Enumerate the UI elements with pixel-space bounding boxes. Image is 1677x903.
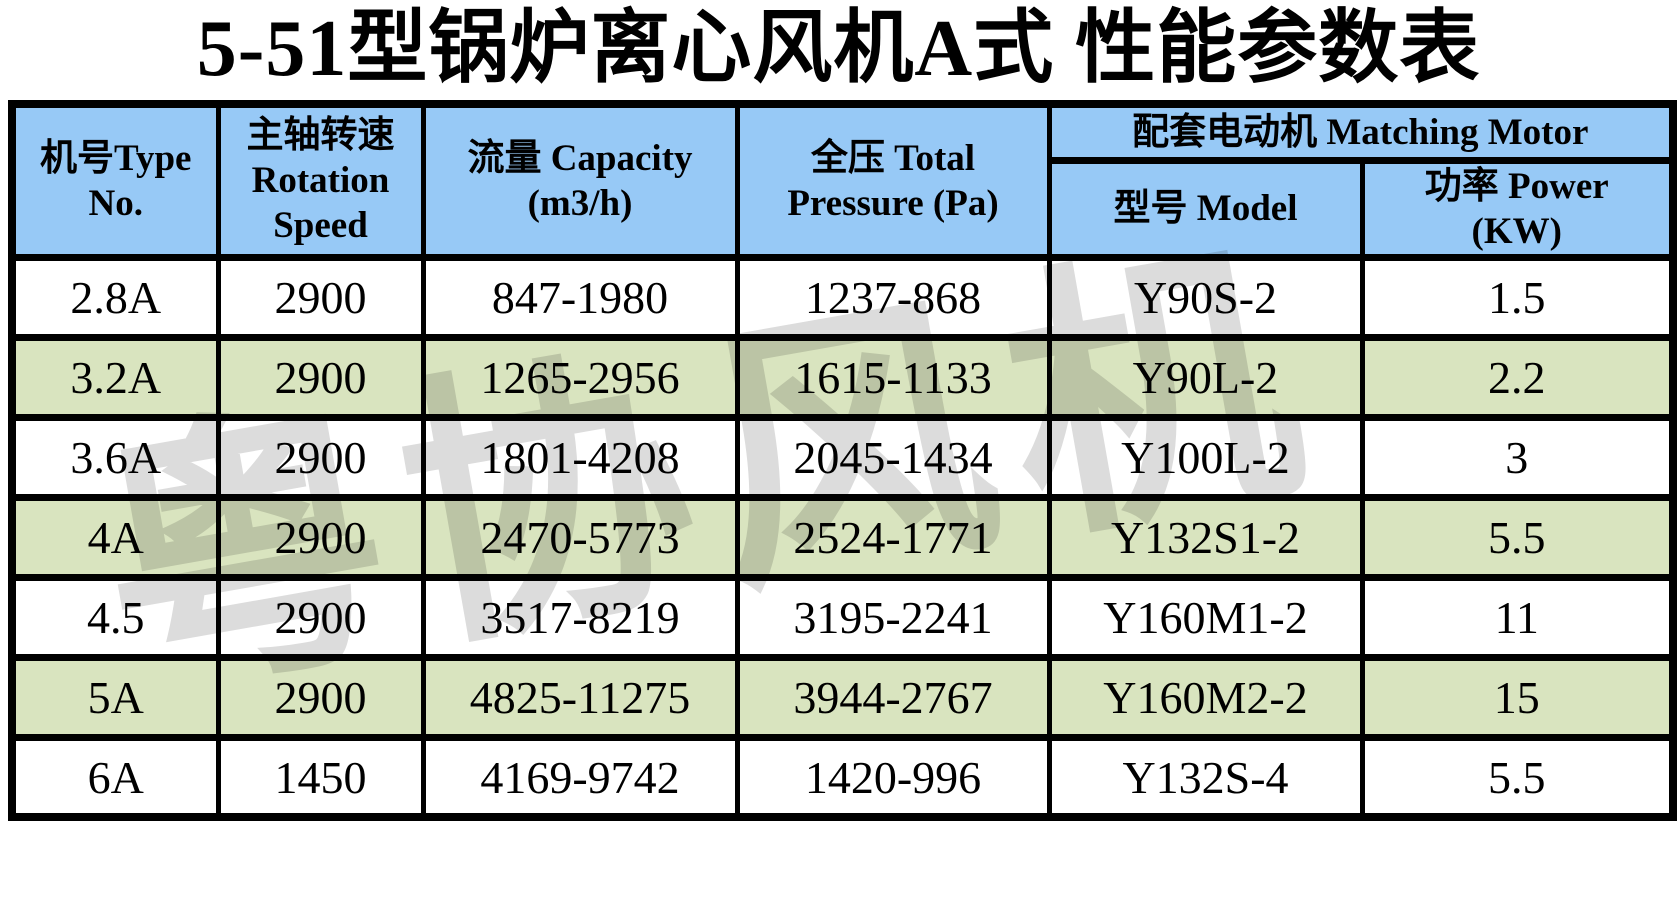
cell-rotation-speed: 2900 bbox=[215, 253, 426, 341]
header-pressure: 全压 Total Pressure (Pa) bbox=[734, 100, 1052, 261]
header-rotation-line3: Speed bbox=[273, 205, 368, 247]
cell-capacity: 3517-8219 bbox=[420, 573, 740, 661]
header-motor-group: 配套电动机 Matching Motor bbox=[1046, 100, 1676, 164]
cell-rotation-speed: 1450 bbox=[215, 733, 426, 821]
cell-model: Y132S-4 bbox=[1046, 733, 1365, 821]
cell-type-no: 2.8A bbox=[9, 253, 221, 341]
table-row: 5A 2900 4825-11275 3944-2767 Y160M2-2 15 bbox=[9, 653, 1676, 741]
header-capacity: 流量 Capacity (m3/h) bbox=[420, 100, 740, 261]
cell-type-no: 3.6A bbox=[9, 413, 221, 501]
cell-pressure: 3195-2241 bbox=[734, 573, 1052, 661]
table-body: 2.8A 2900 847-1980 1237-868 Y90S-2 1.5 3.2A 290… bbox=[9, 253, 1676, 821]
cell-power: 15 bbox=[1359, 653, 1676, 741]
header-rotation-speed: 主轴转速 Rotation Speed bbox=[215, 100, 426, 261]
cell-model: Y100L-2 bbox=[1046, 413, 1365, 501]
header-pressure-line1: 全压 Total bbox=[810, 137, 976, 179]
header-type-no-line2: No. bbox=[88, 182, 143, 224]
cell-rotation-speed: 2900 bbox=[215, 493, 426, 581]
cell-model: Y90S-2 bbox=[1046, 253, 1365, 341]
cell-power: 5.5 bbox=[1359, 493, 1676, 581]
cell-pressure: 1237-868 bbox=[734, 253, 1052, 341]
header-rotation-line1: 主轴转速 bbox=[246, 115, 395, 157]
cell-rotation-speed: 2900 bbox=[215, 333, 426, 421]
cell-capacity: 1265-2956 bbox=[420, 333, 740, 421]
cell-pressure: 3944-2767 bbox=[734, 653, 1052, 741]
cell-capacity: 2470-5773 bbox=[420, 493, 740, 581]
cell-model: Y160M2-2 bbox=[1046, 653, 1365, 741]
header-model: 型号 Model bbox=[1046, 156, 1365, 261]
header-power-line1: 功率 Power bbox=[1424, 165, 1609, 207]
cell-type-no: 4.5 bbox=[9, 573, 221, 661]
cell-rotation-speed: 2900 bbox=[215, 413, 426, 501]
cell-capacity: 4825-11275 bbox=[420, 653, 740, 741]
cell-capacity: 1801-4208 bbox=[420, 413, 740, 501]
cell-type-no: 3.2A bbox=[9, 333, 221, 421]
header-rotation-line2: Rotation bbox=[251, 160, 390, 202]
cell-capacity: 4169-9742 bbox=[420, 733, 740, 821]
cell-power: 1.5 bbox=[1359, 253, 1676, 341]
header-type-no: 机号Type No. bbox=[9, 100, 221, 261]
cell-pressure: 1420-996 bbox=[734, 733, 1052, 821]
cell-type-no: 4A bbox=[9, 493, 221, 581]
cell-model: Y90L-2 bbox=[1046, 333, 1365, 421]
cell-power: 3 bbox=[1359, 413, 1676, 501]
header-capacity-line2: (m3/h) bbox=[527, 182, 633, 224]
header-power-line2: (KW) bbox=[1471, 210, 1562, 252]
table-header: 机号Type No. 主轴转速 Rotation Speed 流量 Capaci… bbox=[9, 100, 1676, 261]
cell-capacity: 847-1980 bbox=[420, 253, 740, 341]
table-row: 3.6A 2900 1801-4208 2045-1434 Y100L-2 3 bbox=[9, 413, 1676, 501]
cell-model: Y132S1-2 bbox=[1046, 493, 1365, 581]
cell-type-no: 6A bbox=[9, 733, 221, 821]
cell-rotation-speed: 2900 bbox=[215, 653, 426, 741]
header-pressure-line2: Pressure (Pa) bbox=[787, 182, 999, 224]
table-row: 4.5 2900 3517-8219 3195-2241 Y160M1-2 11 bbox=[9, 573, 1676, 661]
cell-power: 5.5 bbox=[1359, 733, 1676, 821]
cell-rotation-speed: 2900 bbox=[215, 573, 426, 661]
cell-type-no: 5A bbox=[9, 653, 221, 741]
header-capacity-line1: 流量 Capacity bbox=[467, 137, 693, 179]
cell-power: 2.2 bbox=[1359, 333, 1676, 421]
table-row: 4A 2900 2470-5773 2524-1771 Y132S1-2 5.5 bbox=[9, 493, 1676, 581]
cell-power: 11 bbox=[1359, 573, 1676, 661]
fan-spec-table: 机号Type No. 主轴转速 Rotation Speed 流量 Capaci… bbox=[8, 100, 1677, 822]
header-power: 功率 Power (KW) bbox=[1359, 156, 1676, 261]
page-title: 5-51型锅炉离心风机A式 性能参数表 bbox=[196, 5, 1481, 93]
cell-pressure: 1615-1133 bbox=[734, 333, 1052, 421]
table-row: 3.2A 2900 1265-2956 1615-1133 Y90L-2 2.2 bbox=[9, 333, 1676, 421]
table-row: 6A 1450 4169-9742 1420-996 Y132S-4 5.5 bbox=[9, 733, 1676, 821]
cell-model: Y160M1-2 bbox=[1046, 573, 1365, 661]
cell-pressure: 2045-1434 bbox=[734, 413, 1052, 501]
table-row: 2.8A 2900 847-1980 1237-868 Y90S-2 1.5 bbox=[9, 253, 1676, 341]
cell-pressure: 2524-1771 bbox=[734, 493, 1052, 581]
header-type-no-line1: 机号Type bbox=[40, 137, 192, 179]
